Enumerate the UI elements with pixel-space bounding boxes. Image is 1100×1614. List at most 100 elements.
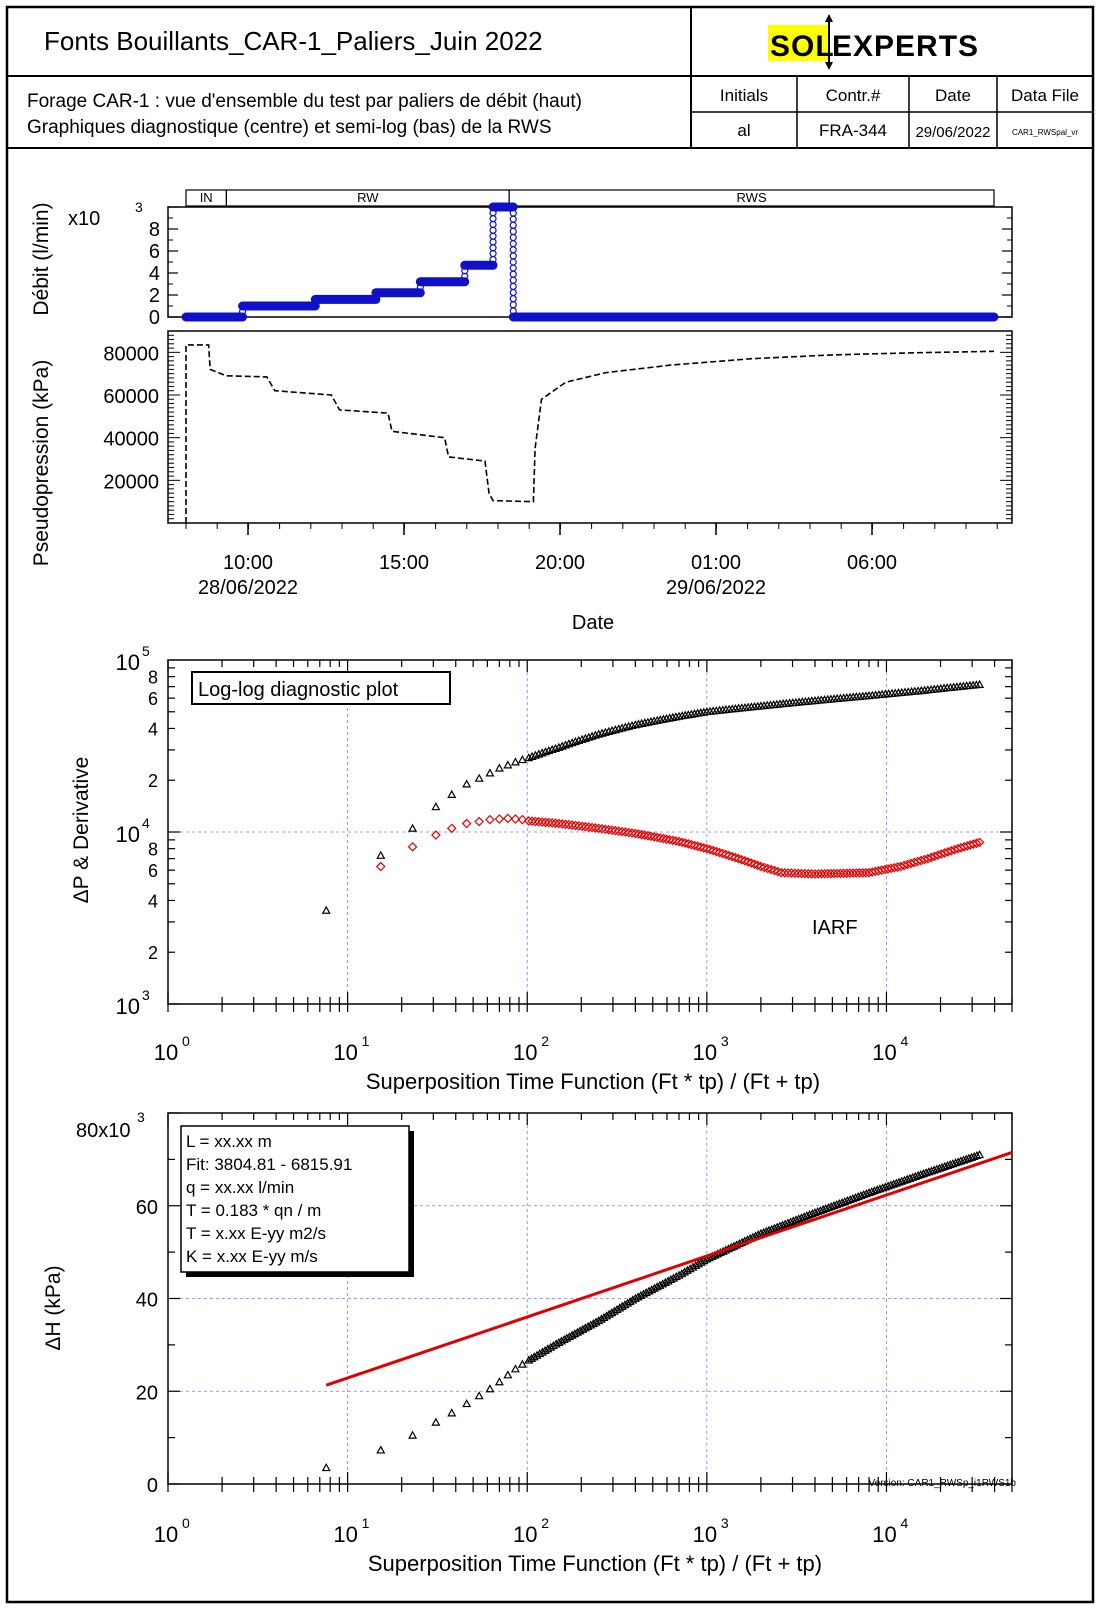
debit-step-6 [488,202,518,264]
loglog-xlabel: Superposition Time Function (Ft * tp) / … [366,1069,820,1094]
delta-p-point [975,679,985,688]
initials-value: al [737,121,750,140]
derivative-point [708,845,719,856]
delta-h-point [840,1197,850,1206]
derivative-point [786,868,797,878]
date-xtick-date: 28/06/2022 [198,577,298,599]
delta-h-point [910,1171,920,1180]
delta-p-point [544,746,554,755]
delta-h-point [829,1200,839,1210]
debit-ytick-label: 0 [149,307,160,329]
delta-h-point [969,1151,979,1160]
delta-h-point [815,1205,825,1215]
debit-transition-point [509,301,517,309]
derivative-point [587,822,597,833]
delta-h-point [864,1188,874,1197]
delta-h-point [767,1224,777,1233]
derivative-point [851,868,862,878]
derivative-point [667,835,678,846]
delta-h-point [431,1417,441,1426]
derivative-point [600,824,611,835]
loglog-xtick-label: 10 [154,1040,178,1065]
derivative-point [854,868,865,878]
delta-h-point [961,1154,971,1163]
delta-h-point [851,1193,861,1202]
delta-p-point [537,748,547,757]
semilog-xtick-label: 10 [693,1522,717,1547]
delta-p-point [587,731,597,740]
delta-h-point [775,1221,785,1230]
debit-step-4 [415,277,470,291]
debit-ytick-label: 2 [149,285,160,307]
debit-transition-point [461,267,469,275]
derivative-point [583,822,594,832]
delta-h-point [834,1198,844,1208]
derivative-point [845,868,855,878]
delta-p-point [503,760,513,769]
debit-transition-point [509,276,517,284]
derivative-point [838,868,849,879]
loglog-xtick-exp: 4 [900,1033,908,1049]
delta-h-point [818,1204,828,1214]
loglog-ytick-major-label: 10 [116,822,140,847]
datafile-value: CAR1_RWSpal_vr [1012,128,1078,137]
semilog-ylabel: ΔH (kPa) [42,1265,65,1350]
delta-p-point [524,753,534,762]
delta-p-point [431,802,441,811]
semilog-xtick-label: 10 [154,1522,178,1547]
loglog-ytick-label: 4 [148,719,158,739]
derivative-point [766,864,776,875]
loglog-title: Log-log diagnostic plot [198,679,399,701]
debit-transition-point [489,226,497,234]
derivative-point [680,838,691,848]
phase-label: RW [357,190,379,205]
derivative-point [652,832,663,843]
derivative-point [803,868,814,879]
delta-h-point [837,1198,847,1207]
debit-transition-point [509,270,517,278]
debit-transition-point [509,246,517,254]
delta-h-point [905,1173,915,1182]
semilog-xlabel: Superposition Time Function (Ft * tp) / … [368,1551,822,1576]
results-line: T = x.xx E-yy m2/s [186,1224,326,1243]
semilog-xtick-label: 10 [513,1522,537,1547]
delta-p-point [640,718,650,727]
derivative-point [630,828,641,839]
delta-h-point [934,1163,944,1172]
delta-h-point [832,1199,842,1209]
derivative-point [727,851,737,862]
derivative-point [841,868,852,879]
phase-label: IN [200,190,213,205]
debit-transition-point [509,288,517,297]
derivative-point [563,819,574,830]
delta-p-point [554,742,564,751]
pressure-ytick-label: 20000 [103,471,159,493]
delta-h-point [897,1176,907,1185]
loglog-xtick-exp: 0 [182,1033,190,1049]
delta-h-point [799,1212,809,1221]
derivative-point [783,868,793,878]
delta-h-point [894,1177,904,1186]
delta-h-point [462,1399,472,1408]
delta-h-point [376,1445,386,1454]
date-xtick-time: 20:00 [535,552,585,574]
semilog-xtick-exp: 4 [900,1515,908,1531]
results-box [180,1125,410,1273]
derivative-point [683,838,694,849]
derivative-point [813,869,824,879]
debit-step-7 [508,209,999,322]
derivative-point [494,814,505,824]
delta-p-point [517,755,527,764]
delta-p-point [574,735,584,744]
derivative-point [610,825,621,836]
delta-h-point [845,1195,855,1204]
initials-label: Initials [720,86,768,105]
semilog-fit-line [325,1150,1013,1387]
derivative-point [655,833,666,843]
delta-h-point [891,1178,901,1187]
derivative-point [698,842,709,853]
derivative-point [692,841,703,852]
derivative-point [677,837,687,848]
